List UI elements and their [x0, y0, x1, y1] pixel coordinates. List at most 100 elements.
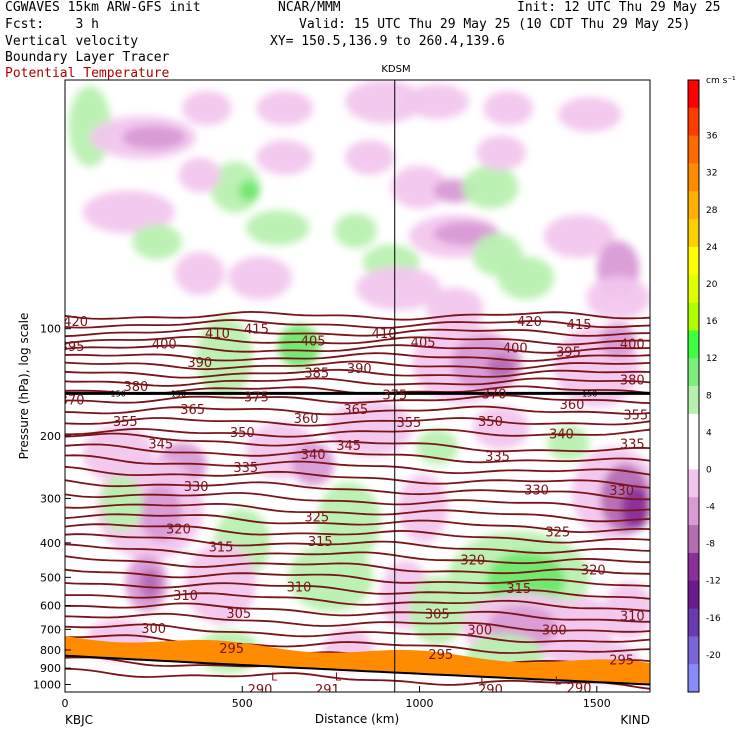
- contour-label: 375: [244, 390, 269, 405]
- contour-label: 400: [152, 337, 177, 352]
- colorbar-swatch: [688, 608, 699, 637]
- isentrope: [65, 454, 650, 476]
- velocity-cell: [557, 96, 622, 132]
- contour-label: 320: [581, 563, 606, 578]
- colorbar-tick: 32: [706, 169, 717, 179]
- isentrope: [65, 513, 650, 534]
- velocity-cell: [277, 324, 321, 368]
- isentrope: [65, 533, 650, 554]
- contour-label: 360: [294, 412, 319, 427]
- y-tick-label: 900: [40, 662, 61, 675]
- contour-label: 320: [166, 523, 191, 538]
- velocity-cell: [174, 251, 225, 296]
- contour-label: 291: [315, 683, 340, 698]
- velocity-cell: [256, 90, 314, 126]
- colorbar-swatch: [688, 358, 699, 387]
- contour-label: 390: [347, 362, 372, 377]
- colorbar: 36 32 28 24 20 16 12 8 4 0 -4 -8 -12 -16 -20: [687, 79, 721, 693]
- y-tick-label: 800: [40, 644, 61, 657]
- velocity-cell: [238, 180, 260, 202]
- chart-title: KDSM: [381, 64, 410, 75]
- y-tick-label: 300: [40, 492, 61, 505]
- isentrope: [65, 417, 650, 427]
- contour-label: 370: [60, 393, 85, 408]
- colorbar-tick: -16: [706, 614, 721, 624]
- isentrope: [65, 568, 650, 587]
- isentrope: [65, 634, 650, 654]
- colorbar-swatch: [688, 274, 699, 304]
- velocity-cell: [291, 442, 335, 486]
- contour-label: 360: [560, 398, 585, 413]
- contour-label: 335: [485, 450, 510, 465]
- colorbar-swatch: [688, 580, 699, 610]
- isentrope: [65, 543, 650, 565]
- velocity-cell: [228, 256, 292, 300]
- contour-label: 305: [425, 608, 450, 623]
- isentrope: [65, 667, 650, 690]
- terrain-line: [65, 654, 650, 686]
- contour-label: 315: [506, 582, 531, 597]
- x-tick-label: 1500: [583, 697, 611, 710]
- velocity-cell: [256, 139, 314, 175]
- contour-label: 380: [620, 374, 645, 389]
- contour-label: 300: [542, 623, 567, 638]
- colorbar-swatch: [688, 552, 699, 582]
- isentrope: [65, 377, 650, 387]
- contour-label: 385: [304, 367, 329, 382]
- contour-label: 400: [620, 337, 645, 352]
- velocity-cell: [416, 429, 459, 465]
- contour-label: 330: [609, 484, 634, 499]
- velocity-cell: [196, 316, 253, 398]
- velocity-cell: [334, 213, 377, 249]
- contour-label: 380: [123, 380, 148, 395]
- colorbar-swatch: [688, 497, 699, 526]
- y-tick-label: 200: [40, 430, 61, 443]
- contour-label: 300: [141, 622, 166, 637]
- contour-label: 345: [148, 437, 173, 452]
- velocity-cell: [398, 473, 448, 543]
- contour-label: 395: [556, 346, 581, 361]
- contour-label: 355: [113, 415, 138, 430]
- isentrope: [65, 465, 650, 489]
- velocity-cell: [355, 266, 441, 310]
- y-ticks: 100 200 300 400 500 600 700 800 900 1000: [33, 323, 71, 691]
- isentrope: [65, 360, 650, 371]
- colorbar-tick: 16: [706, 317, 718, 327]
- contour-label: 325: [545, 526, 570, 541]
- y-tick-label: 1000: [33, 678, 61, 691]
- contour-label: 340: [549, 427, 574, 442]
- contour-label: 330: [524, 483, 549, 498]
- colorbar-tick: -20: [706, 651, 721, 661]
- contour-label: 370: [482, 387, 507, 402]
- right-station: KIND: [620, 713, 650, 727]
- isentrope: [65, 592, 650, 612]
- isentrope: [65, 319, 650, 329]
- contour-label: 335: [620, 437, 645, 452]
- contour-label: 365: [180, 403, 205, 418]
- isentrope: [65, 405, 650, 416]
- velocity-cell: [82, 190, 175, 234]
- x-tick-label: 500: [232, 697, 253, 710]
- contour-label: 295: [609, 653, 634, 668]
- isentrope: [65, 623, 650, 644]
- contour-label: 390: [187, 356, 212, 371]
- velocity-cell: [543, 214, 615, 258]
- colorbar-tick: 20: [706, 280, 718, 290]
- y-tick-label: 400: [40, 537, 61, 550]
- contour-label: 330: [184, 480, 209, 495]
- velocity-cell: [121, 125, 186, 150]
- field-vertical-velocity: Vertical velocity: [5, 34, 139, 49]
- velocity-cell: [245, 210, 310, 246]
- colorbar-swatch: [688, 413, 699, 443]
- velocity-cell: [586, 276, 650, 320]
- colorbar-unit: cm s⁻¹: [706, 76, 736, 86]
- colorbar-frame: [687, 79, 700, 693]
- isentrope: [65, 368, 650, 379]
- colorbar-swatch: [688, 191, 699, 220]
- x-ticks: 0 500 1000 1500: [62, 686, 611, 710]
- colorbar-swatch: [688, 636, 699, 665]
- velocity-cell: [472, 406, 530, 450]
- colorbar-swatch: [688, 302, 699, 331]
- velocity-cell: [426, 287, 484, 331]
- x-tick-label: 1000: [406, 697, 434, 710]
